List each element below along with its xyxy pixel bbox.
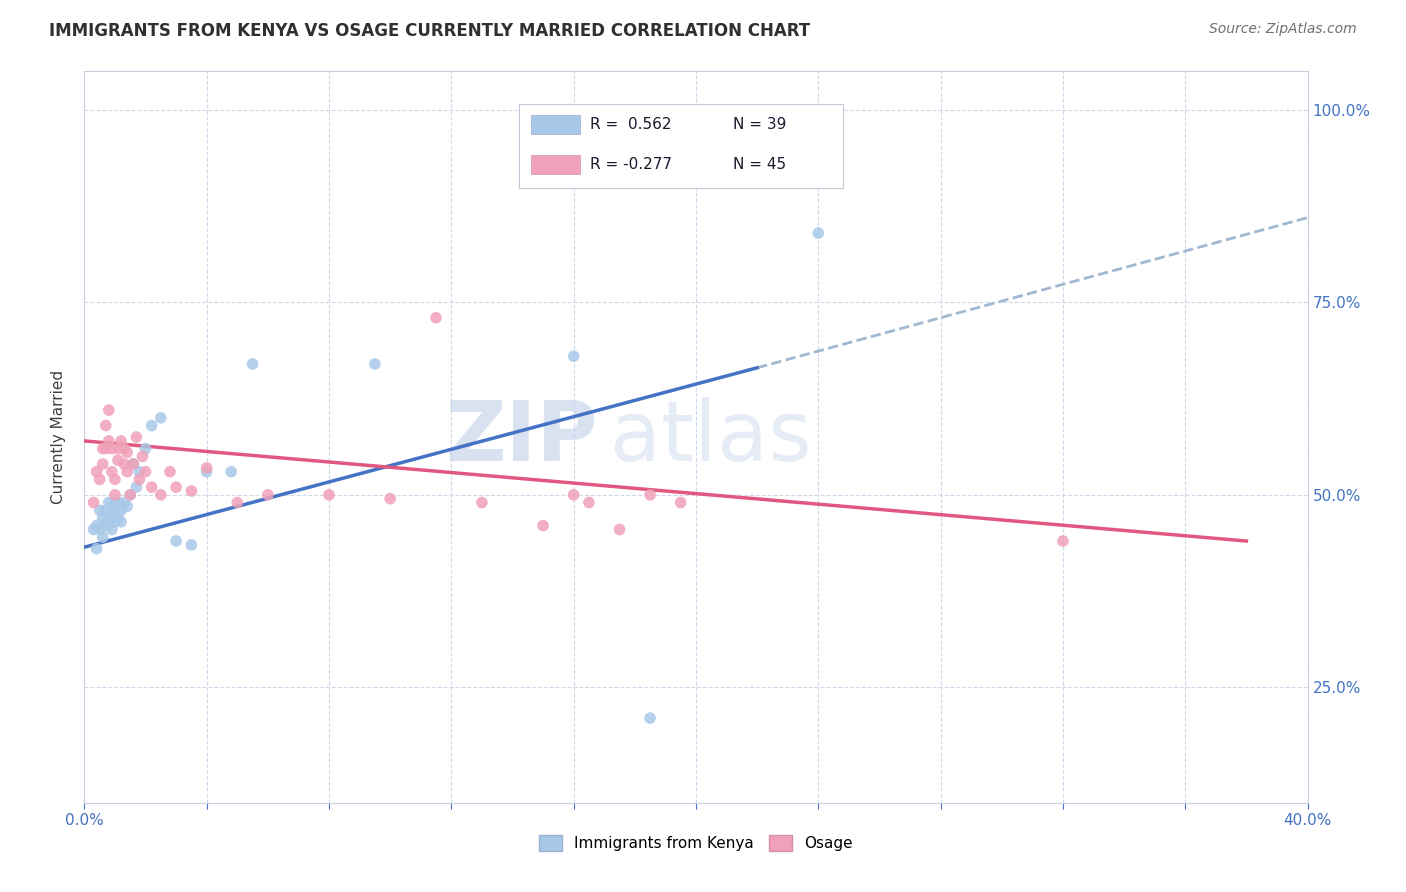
Point	[807, 226, 830, 240]
Point	[149, 410, 172, 425]
Point	[94, 418, 117, 433]
Text: atlas: atlas	[610, 397, 813, 477]
Point	[86, 518, 108, 533]
Point	[135, 442, 157, 456]
Point	[141, 480, 163, 494]
Text: ZIP: ZIP	[446, 397, 598, 477]
Point	[380, 491, 402, 506]
Point	[91, 457, 114, 471]
Point	[89, 503, 111, 517]
Point	[141, 418, 163, 433]
Point	[101, 442, 124, 456]
Point	[89, 472, 111, 486]
Point	[165, 480, 187, 494]
Point	[110, 434, 132, 448]
Point	[122, 457, 145, 471]
Point	[83, 495, 105, 509]
Point	[97, 434, 120, 448]
Point	[97, 495, 120, 509]
Point	[101, 465, 124, 479]
Point	[120, 488, 142, 502]
Point	[562, 349, 585, 363]
Point	[638, 488, 661, 502]
Point	[425, 310, 447, 325]
Point	[125, 480, 148, 494]
Point	[638, 711, 661, 725]
Point	[86, 541, 108, 556]
Point	[107, 453, 129, 467]
Point	[669, 495, 692, 509]
Point	[112, 442, 135, 456]
Legend: Immigrants from Kenya, Osage: Immigrants from Kenya, Osage	[533, 830, 859, 857]
Point	[1052, 534, 1074, 549]
Point	[115, 500, 138, 514]
Point	[195, 465, 218, 479]
Point	[86, 465, 108, 479]
Point	[83, 523, 105, 537]
Point	[97, 403, 120, 417]
FancyBboxPatch shape	[519, 104, 842, 188]
FancyBboxPatch shape	[531, 155, 579, 174]
Point	[91, 530, 114, 544]
Point	[91, 511, 114, 525]
Point	[180, 483, 202, 498]
Point	[107, 511, 129, 525]
Text: N = 39: N = 39	[733, 117, 786, 131]
Point	[104, 515, 127, 529]
Point	[115, 445, 138, 459]
Point	[104, 472, 127, 486]
Text: R =  0.562: R = 0.562	[589, 117, 671, 131]
Text: IMMIGRANTS FROM KENYA VS OSAGE CURRENTLY MARRIED CORRELATION CHART: IMMIGRANTS FROM KENYA VS OSAGE CURRENTLY…	[49, 22, 810, 40]
Point	[112, 457, 135, 471]
Point	[531, 518, 554, 533]
Point	[120, 488, 142, 502]
Point	[104, 495, 127, 509]
Point	[471, 495, 494, 509]
Point	[125, 430, 148, 444]
Point	[104, 503, 127, 517]
Point	[562, 488, 585, 502]
Point	[122, 457, 145, 471]
Point	[257, 488, 280, 502]
Point	[131, 450, 153, 464]
Point	[94, 518, 117, 533]
Point	[219, 465, 242, 479]
Point	[107, 495, 129, 509]
Point	[318, 488, 340, 502]
Point	[97, 511, 120, 525]
Point	[89, 523, 111, 537]
Point	[110, 503, 132, 517]
Y-axis label: Currently Married: Currently Married	[51, 370, 66, 504]
Point	[578, 495, 600, 509]
Point	[101, 523, 124, 537]
Point	[110, 515, 132, 529]
Point	[135, 465, 157, 479]
Text: R = -0.277: R = -0.277	[589, 157, 672, 172]
Point	[91, 442, 114, 456]
Point	[107, 442, 129, 456]
Point	[226, 495, 249, 509]
Point	[94, 503, 117, 517]
Point	[94, 442, 117, 456]
Point	[159, 465, 181, 479]
Text: N = 45: N = 45	[733, 157, 786, 172]
Point	[128, 465, 150, 479]
Point	[112, 495, 135, 509]
FancyBboxPatch shape	[531, 115, 579, 134]
Point	[609, 523, 631, 537]
Point	[104, 488, 127, 502]
Point	[97, 515, 120, 529]
Point	[128, 472, 150, 486]
Text: Source: ZipAtlas.com: Source: ZipAtlas.com	[1209, 22, 1357, 37]
Point	[242, 357, 264, 371]
Point	[101, 507, 124, 521]
Point	[165, 534, 187, 549]
Point	[115, 465, 138, 479]
Point	[180, 538, 202, 552]
Point	[195, 461, 218, 475]
Point	[364, 357, 387, 371]
Point	[149, 488, 172, 502]
